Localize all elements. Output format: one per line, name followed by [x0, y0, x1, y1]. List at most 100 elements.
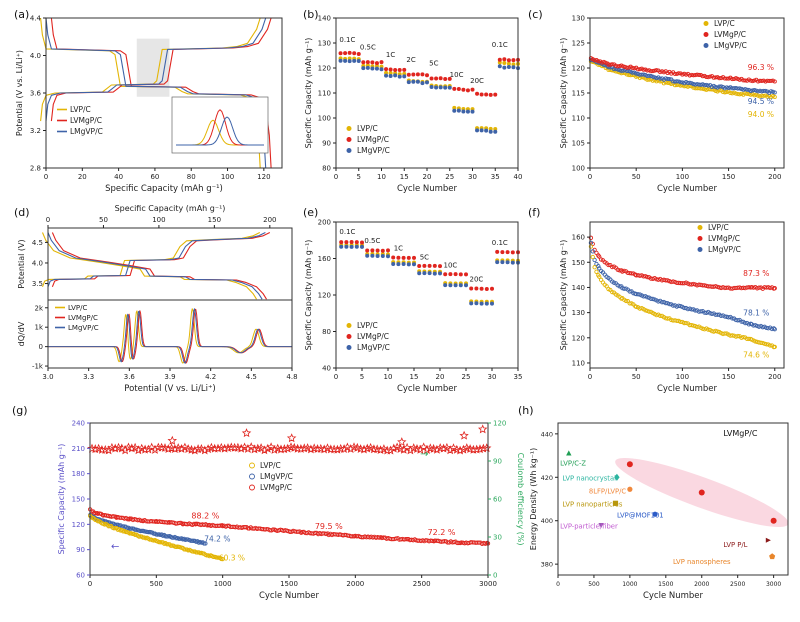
svg-text:LMgVP/C: LMgVP/C	[70, 127, 103, 136]
svg-text:110: 110	[572, 359, 585, 367]
svg-text:20C: 20C	[470, 77, 484, 85]
svg-text:0: 0	[588, 173, 592, 181]
panel-e: 0 5 10 15 20 25 30 35 Cycle Number 40 80 120 160 200 S…	[304, 219, 522, 395]
svg-text:210: 210	[72, 445, 85, 453]
panel-f: 0 50 100 150 200 Cycle Number 110 120 130 140 150 1…	[559, 221, 785, 394]
svg-text:3.9: 3.9	[164, 373, 175, 381]
svg-text:120: 120	[72, 521, 85, 529]
svg-text:200: 200	[768, 373, 781, 381]
svg-text:100: 100	[676, 373, 689, 381]
svg-text:3.6: 3.6	[124, 373, 136, 381]
svg-text:Cycle Number: Cycle Number	[259, 591, 320, 601]
svg-text:0.1C: 0.1C	[492, 239, 508, 247]
svg-text:LVMgP/C: LVMgP/C	[723, 429, 758, 438]
svg-text:3000: 3000	[766, 581, 781, 588]
svg-text:0: 0	[88, 580, 92, 588]
svg-text:LVMgP/C: LVMgP/C	[357, 332, 389, 341]
svg-text:Cycle Number: Cycle Number	[397, 184, 458, 194]
svg-text:25: 25	[462, 373, 471, 381]
svg-text:0: 0	[588, 373, 592, 381]
svg-text:60.3 %: 60.3 %	[219, 554, 245, 563]
svg-text:150: 150	[72, 496, 85, 504]
svg-text:74.6 %: 74.6 %	[743, 350, 769, 359]
svg-text:3.2: 3.2	[30, 127, 41, 135]
svg-text:2500: 2500	[730, 581, 745, 588]
svg-text:Potential (V vs. Li/Li⁺): Potential (V vs. Li/Li⁺)	[124, 384, 216, 394]
svg-text:Potential (V vs. Li/Li⁺): Potential (V vs. Li/Li⁺)	[15, 50, 24, 136]
svg-text:2k: 2k	[34, 304, 43, 312]
svg-text:100: 100	[676, 173, 689, 181]
svg-text:LVMgP/C: LVMgP/C	[714, 30, 746, 39]
svg-text:3.5: 3.5	[32, 280, 43, 288]
svg-text:LMgVP/C: LMgVP/C	[708, 245, 741, 254]
svg-text:150: 150	[572, 259, 585, 267]
svg-text:74.2 %: 74.2 %	[204, 535, 230, 544]
svg-text:Coulomb efficiency (%): Coulomb efficiency (%)	[516, 453, 525, 546]
svg-text:1000: 1000	[622, 581, 637, 588]
svg-text:110: 110	[572, 115, 585, 123]
svg-text:20: 20	[436, 373, 445, 381]
svg-text:5: 5	[357, 173, 361, 181]
svg-text:3.0: 3.0	[42, 373, 53, 381]
svg-text:LVP P/L: LVP P/L	[723, 541, 747, 549]
svg-text:120: 120	[572, 334, 585, 342]
svg-text:1C: 1C	[386, 51, 395, 59]
svg-text:200: 200	[263, 216, 276, 224]
svg-text:4.4: 4.4	[30, 15, 42, 23]
svg-text:50: 50	[632, 173, 641, 181]
svg-text:0.1C: 0.1C	[339, 36, 355, 44]
svg-text:LMgVP/C: LMgVP/C	[714, 41, 747, 50]
svg-text:4.8: 4.8	[286, 373, 297, 381]
svg-text:150: 150	[722, 173, 735, 181]
svg-text:40: 40	[322, 365, 331, 373]
svg-text:→: →	[420, 449, 428, 460]
panel-a: 0 20 40 60 80 100 120 Specific Capacity (mAh g⁻…	[15, 15, 283, 194]
svg-text:1500: 1500	[658, 581, 673, 588]
panel-label-b: (b)	[303, 8, 319, 21]
svg-text:LVMgP/C: LVMgP/C	[357, 135, 389, 144]
svg-text:LVP nanocrystal: LVP nanocrystal	[562, 475, 616, 483]
svg-text:94.5 %: 94.5 %	[748, 97, 774, 106]
svg-text:20C: 20C	[470, 275, 484, 283]
svg-text:105: 105	[572, 140, 585, 148]
svg-text:Specific Capacity (mAh g⁻¹): Specific Capacity (mAh g⁻¹)	[304, 240, 313, 351]
svg-text:120: 120	[318, 65, 331, 73]
svg-text:50: 50	[632, 373, 641, 381]
svg-text:0.5C: 0.5C	[364, 237, 380, 245]
svg-text:79.5 %: 79.5 %	[315, 522, 343, 531]
svg-text:440: 440	[541, 430, 553, 438]
svg-text:4.0: 4.0	[32, 259, 43, 267]
svg-text:LVMgP/C: LVMgP/C	[70, 116, 102, 125]
panel-label-g: (g)	[12, 404, 28, 417]
svg-text:LMgVP/C: LMgVP/C	[357, 146, 390, 155]
svg-text:3.3: 3.3	[83, 373, 94, 381]
svg-text:LVP nanoparticles: LVP nanoparticles	[562, 501, 623, 509]
svg-text:LVP/C: LVP/C	[260, 461, 281, 470]
svg-text:Specific Capacity (mAh g⁻¹): Specific Capacity (mAh g⁻¹)	[304, 38, 313, 149]
svg-text:LVP/C: LVP/C	[708, 223, 729, 232]
svg-text:130: 130	[572, 309, 585, 317]
svg-text:2000: 2000	[694, 581, 709, 588]
panel-h: 0 500 1000 1500 2000 2500 3000 Cycle Number 380 4…	[529, 422, 789, 601]
svg-text:LMgVP/C: LMgVP/C	[260, 472, 293, 481]
svg-text:500: 500	[588, 581, 600, 588]
svg-text:Cycle Number: Cycle Number	[397, 384, 458, 394]
svg-text:420: 420	[541, 474, 553, 482]
svg-text:150: 150	[722, 373, 735, 381]
panel-label-h: (h)	[518, 404, 534, 417]
svg-text:160: 160	[572, 234, 585, 242]
svg-text:0.5C: 0.5C	[360, 43, 376, 51]
svg-text:90: 90	[493, 458, 502, 466]
svg-text:LVP/C-Z: LVP/C-Z	[560, 459, 586, 467]
svg-text:0: 0	[334, 173, 338, 181]
svg-text:380: 380	[541, 561, 553, 569]
svg-text:120: 120	[572, 65, 585, 73]
svg-text:Specific Capacity (mAh g⁻¹): Specific Capacity (mAh g⁻¹)	[559, 240, 568, 351]
panel-b: 0 5 10 15 20 25 30 35 40 Cycle Number 80 90 100 110 12…	[304, 15, 522, 195]
svg-text:Cycle Number: Cycle Number	[643, 591, 704, 601]
svg-text:60: 60	[493, 496, 502, 504]
svg-text:94.0 %: 94.0 %	[748, 110, 774, 119]
svg-text:40: 40	[114, 173, 123, 181]
panel-label-e: (e)	[303, 206, 319, 219]
